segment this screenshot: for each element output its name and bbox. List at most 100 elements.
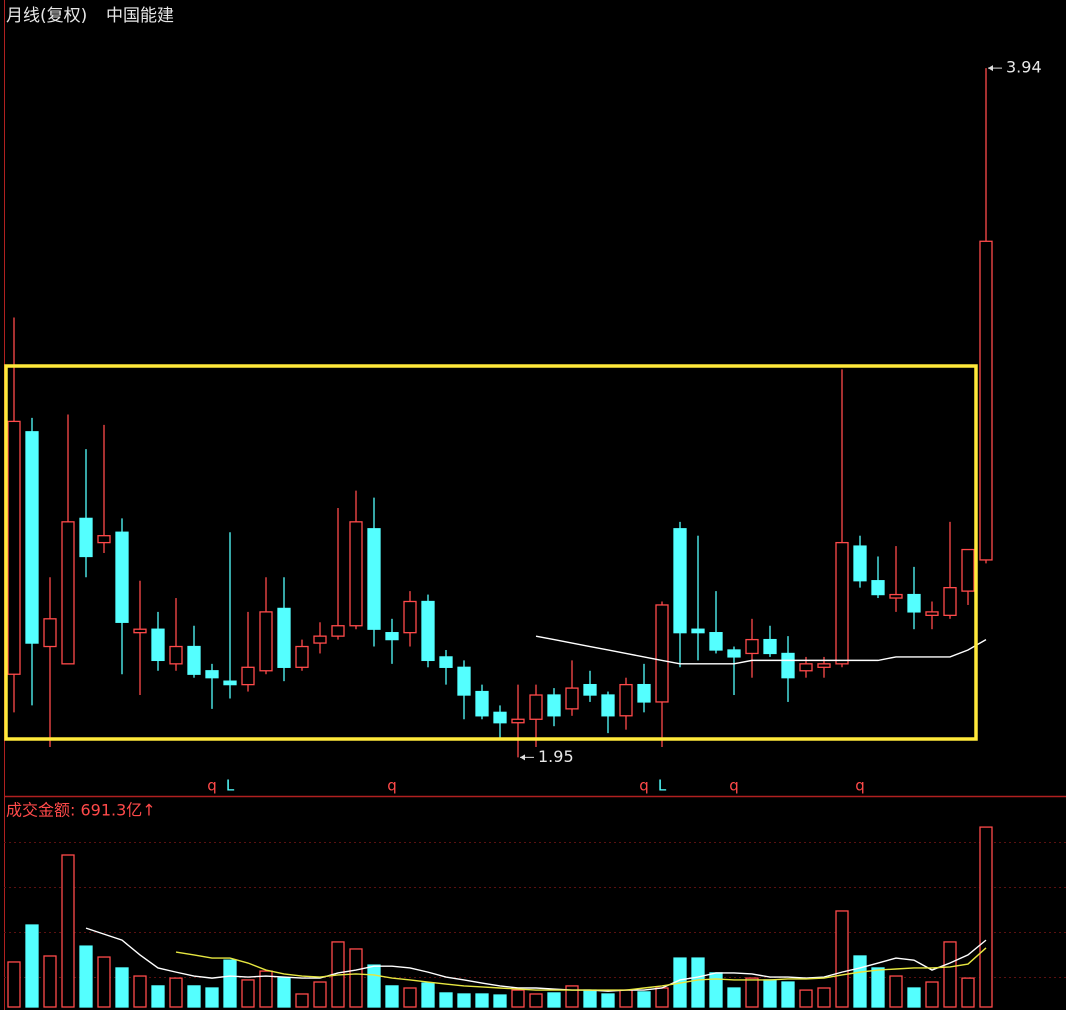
- volume-bar: [295, 993, 309, 1008]
- candle-body: [439, 656, 453, 668]
- volume-bar: [925, 981, 939, 1008]
- volume-bar: [799, 989, 813, 1008]
- candle-body: [691, 628, 705, 634]
- average-line: [175, 947, 987, 991]
- candle-body: [133, 628, 147, 634]
- candle-body: [349, 521, 363, 627]
- volume-bar: [529, 993, 543, 1008]
- volume-bar: [475, 993, 489, 1008]
- signal-marker: q: [729, 777, 739, 795]
- candle-body: [961, 548, 975, 592]
- volume-bar: [637, 991, 651, 1008]
- candle-body: [421, 600, 435, 662]
- candle-body: [385, 632, 399, 641]
- volume-bar: [205, 987, 219, 1008]
- signal-marker: L: [226, 777, 235, 795]
- volume-bar: [259, 970, 273, 1008]
- candle-body: [25, 431, 39, 644]
- candle-body: [547, 694, 561, 717]
- candle-body: [763, 638, 777, 655]
- volume-bar: [511, 989, 525, 1008]
- volume-bar: [79, 945, 93, 1008]
- volume-bar: [655, 987, 669, 1008]
- candle-body: [637, 683, 651, 703]
- volume-bar: [871, 967, 885, 1008]
- volume-bar: [403, 987, 417, 1008]
- annotation-arrowhead: [988, 65, 993, 72]
- volume-bar: [421, 982, 435, 1008]
- volume-bar: [277, 977, 291, 1008]
- candle-body: [889, 593, 903, 599]
- volume-bar: [691, 957, 705, 1008]
- candle-body: [727, 649, 741, 658]
- volume-bar: [817, 987, 831, 1008]
- candle-body: [313, 635, 327, 644]
- volume-bar: [889, 975, 903, 1008]
- candle-body: [655, 604, 669, 703]
- candle-body: [925, 611, 939, 617]
- volume-bar: [709, 972, 723, 1008]
- signal-marker: q: [639, 777, 649, 795]
- volume-bar: [979, 826, 993, 1008]
- candle-body: [97, 535, 111, 544]
- volume-bar: [187, 985, 201, 1008]
- annotation-label: 3.94: [1006, 58, 1042, 77]
- annotation-label: 1.95: [538, 747, 574, 766]
- candle-body: [529, 694, 543, 720]
- highlight-box: [4, 364, 978, 741]
- candle-body: [367, 528, 381, 630]
- volume-title: 成交金额: 691.3亿↑: [6, 801, 156, 820]
- candle-body: [241, 666, 255, 686]
- candle-body: [673, 528, 687, 634]
- candle-body: [583, 683, 597, 696]
- chart-title: 月线(复权): [6, 6, 87, 26]
- volume-bar: [853, 955, 867, 1008]
- volume-bar: [313, 981, 327, 1008]
- candle-body: [295, 645, 309, 668]
- candle-body: [817, 663, 831, 668]
- volume-bar: [169, 977, 183, 1008]
- candle-body: [79, 517, 93, 558]
- candle-body: [619, 683, 633, 717]
- candle-body: [169, 645, 183, 665]
- volume-bar: [115, 967, 129, 1008]
- volume-bar: [457, 993, 471, 1008]
- candle-body: [43, 618, 57, 648]
- candle-body: [853, 545, 867, 582]
- candle-body: [709, 632, 723, 651]
- stock-name: 中国能建: [106, 6, 174, 26]
- volume-bar: [961, 977, 975, 1008]
- candle-body: [979, 240, 993, 561]
- candle-body: [115, 531, 129, 623]
- volume-bar: [223, 959, 237, 1008]
- volume-bar: [97, 956, 111, 1008]
- signal-marker: L: [658, 777, 667, 795]
- volume-bar: [43, 955, 57, 1008]
- volume-bar: [25, 924, 39, 1008]
- volume-bar: [835, 910, 849, 1008]
- candle-body: [907, 593, 921, 613]
- volume-bar: [241, 979, 255, 1008]
- candle-body: [7, 420, 21, 675]
- candle-body: [565, 687, 579, 710]
- candle-body: [187, 645, 201, 675]
- volume-bar: [493, 994, 507, 1008]
- candle-body: [799, 663, 813, 672]
- candle-body: [457, 666, 471, 696]
- candle-body: [277, 607, 291, 668]
- candle-body: [745, 638, 759, 655]
- volume-bar: [133, 975, 147, 1008]
- candle-body: [511, 718, 525, 724]
- candle-body: [151, 628, 165, 662]
- candle-body: [331, 625, 345, 637]
- candle-body: [493, 711, 507, 724]
- candle-body: [835, 541, 849, 665]
- volume-bar: [907, 987, 921, 1008]
- candle-body: [403, 600, 417, 634]
- annotation-arrowhead: [520, 754, 525, 761]
- candle-body: [475, 690, 489, 717]
- candle-body: [601, 694, 615, 717]
